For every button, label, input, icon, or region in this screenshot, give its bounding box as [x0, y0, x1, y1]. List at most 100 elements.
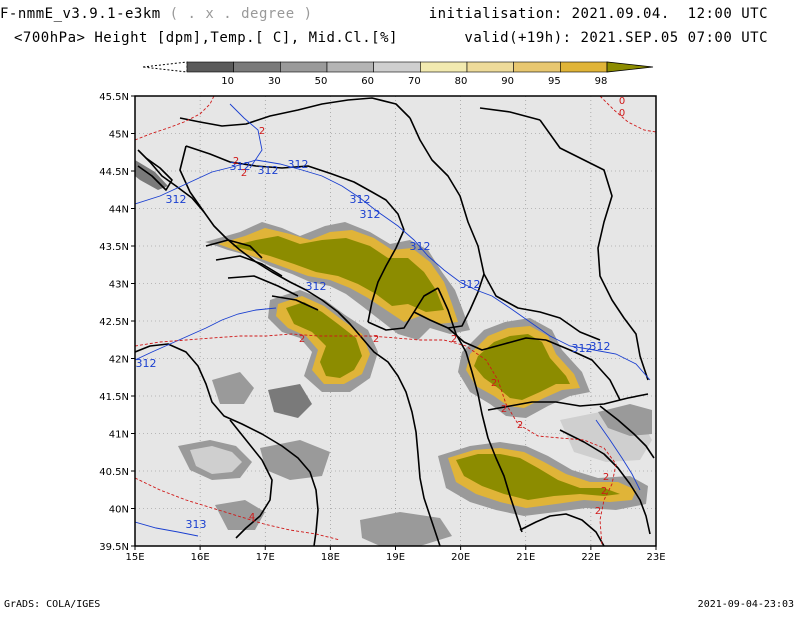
colorbar-label: 10: [221, 76, 234, 87]
lat-label: 39.5N: [99, 542, 129, 553]
cloud-cover-areas: [135, 160, 652, 546]
height-contour-south: [135, 521, 199, 537]
greece-coast-east: [559, 429, 651, 535]
border-bosnia-serbia: [367, 229, 405, 323]
lon-label: 16E: [191, 552, 210, 563]
colorbar-label: 30: [268, 76, 281, 87]
border-romania: [479, 107, 541, 121]
temperature-contours: [135, 96, 656, 546]
lon-label: 17E: [256, 552, 275, 563]
footer-timestamp: 2021-09-04-23:03: [697, 599, 794, 610]
height-contours: [135, 103, 651, 537]
border-serbia-east: [409, 117, 601, 341]
variables-title: <700hPa> Height [dpm],Temp.[ C], Mid.Cl.…: [14, 30, 398, 46]
coastlines-and-borders: [135, 97, 655, 546]
temp-contour-2-main: [135, 333, 617, 546]
temp-contour-label: 2: [517, 420, 523, 431]
border-kosovo-macedonia: [447, 327, 547, 351]
lat-label: 40.5N: [99, 467, 129, 478]
temp-contour-label: 2: [259, 126, 265, 137]
temp-contour-label: 2: [451, 334, 457, 345]
height-contour-nw: [229, 103, 263, 169]
cloud-area-italy-1-core: [190, 446, 242, 474]
colorbar-swatch: [513, 61, 561, 73]
height-contour-label: 312: [288, 158, 309, 171]
cloud-area-italy-3: [212, 372, 254, 404]
colorbar-label: 95: [548, 76, 561, 87]
colorbar-swatch: [373, 61, 421, 73]
colorbar-swatch: [420, 61, 468, 73]
colorbar-swatch: [560, 61, 608, 73]
temp-contour-label: 2: [603, 472, 609, 483]
lon-label: 18E: [321, 552, 340, 563]
height-contour-label: 312: [590, 340, 611, 353]
colorbar-label: 98: [595, 76, 608, 87]
border-montenegro: [367, 287, 439, 331]
border-macedonia-greece: [487, 393, 649, 411]
border-bosnia-north: [185, 145, 405, 231]
croatia-islands-1: [205, 239, 263, 259]
lat-label: 45.5N: [99, 92, 129, 103]
colorbar-label: 90: [501, 76, 514, 87]
colorbar-swatch: [280, 61, 328, 73]
lon-label: 20E: [451, 552, 470, 563]
cloud-area-greece-east-2: [598, 404, 652, 436]
istria-coast: [137, 157, 173, 191]
temp-contour-label: 0: [619, 96, 625, 107]
croatia-islands-3: [227, 275, 299, 297]
cloud-area-bosnia-core: [232, 236, 444, 312]
cloud-area-albania-core: [456, 454, 620, 500]
border-albania: [437, 287, 523, 533]
lat-label: 44.5N: [99, 167, 129, 178]
border-serbia-bulgaria: [539, 119, 649, 381]
height-contour-label: 312: [350, 193, 371, 206]
model-resolution: ( . x . degree ): [169, 6, 313, 22]
lon-label: 15E: [125, 552, 144, 563]
italy-coast: [135, 343, 319, 546]
colorbar-label: 50: [315, 76, 328, 87]
height-contour-label: 312: [136, 357, 157, 370]
temp-contour-label: 2: [241, 168, 247, 179]
temp-contour-label: 2: [299, 334, 305, 345]
lat-label: 41.5N: [99, 392, 129, 403]
colorbar-label: 60: [361, 76, 374, 87]
temp-contour-label: 2: [595, 506, 601, 517]
colorbar-high-triangle: [606, 61, 654, 73]
temp-contour-label: 2: [501, 404, 507, 415]
temp-contour-4: [135, 477, 341, 541]
cloud-area-south-sea: [360, 512, 452, 546]
height-contour-label: 312: [360, 208, 381, 221]
height-contour-north: [135, 159, 493, 297]
temp-contour-label: 4: [249, 512, 255, 523]
croatia-islands-4: [271, 295, 319, 311]
initialisation-time: initialisation: 2021.09.04. 12:00 UTC: [428, 6, 768, 22]
border-serbia-kosovo: [413, 273, 485, 329]
colorbar: 10 30 50 60 70 80 90 95 98: [142, 61, 654, 87]
height-contour-label: 312: [230, 160, 251, 173]
temp-contour-0: [599, 96, 656, 133]
lat-label: 43.5N: [99, 242, 129, 253]
cloud-area-italy-2: [260, 440, 330, 480]
temp-contour-label: 0: [619, 108, 625, 119]
lat-label: 42.5N: [99, 317, 129, 328]
lon-label: 19E: [386, 552, 405, 563]
lon-label: 21E: [516, 552, 535, 563]
temp-contour-north: [135, 96, 215, 141]
height-contour-east: [491, 295, 651, 381]
colorbar-low-triangle: [142, 61, 188, 73]
colorbar-swatch: [326, 61, 374, 73]
height-contour-label: 312: [258, 164, 279, 177]
lat-label: 45N: [109, 130, 129, 141]
cloud-area-italy-4: [268, 384, 312, 418]
temp-contour-label: 2: [233, 156, 239, 167]
cloud-area-macedonia-core: [474, 334, 570, 400]
footer-credit: GrADS: COLA/IGES: [4, 599, 101, 610]
lat-label: 40N: [109, 505, 129, 516]
lon-label: 23E: [646, 552, 665, 563]
model-title: F-nmmE_v3.9.1-e3km ( . x . degree ): [0, 6, 313, 22]
temp-contour-label: 2: [491, 378, 497, 389]
lat-label: 42N: [109, 355, 129, 366]
border-bosnia-croatia-south: [179, 145, 205, 213]
